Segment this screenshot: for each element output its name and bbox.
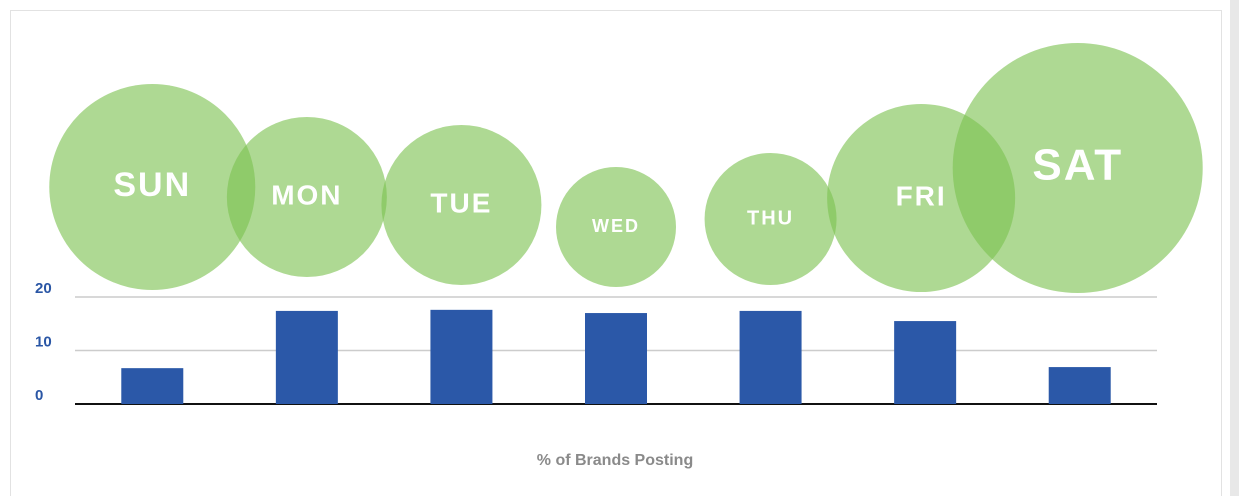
bar (1048, 367, 1111, 404)
day-label: TUE (430, 187, 492, 218)
plot: 0 10 20 (35, 280, 1157, 405)
bar (121, 368, 184, 404)
day-label: MON (271, 179, 342, 210)
day-label: WED (592, 216, 640, 236)
day-bubble (556, 167, 676, 287)
day-bubble (226, 117, 387, 277)
bar (739, 310, 802, 404)
day-label: SUN (113, 166, 191, 204)
y-tick-label: 20 (35, 280, 52, 297)
y-tick-label: 10 (35, 333, 52, 350)
day-bubble (952, 43, 1203, 293)
bar (585, 313, 647, 404)
bar (275, 310, 338, 404)
bubbles: SUN MON TUE WED THU FRI SAT (49, 43, 1203, 293)
y-tick-label: 0 (35, 387, 43, 404)
side-strip (1230, 0, 1239, 496)
x-axis-title: % of Brands Posting (537, 452, 693, 469)
bar (430, 309, 493, 404)
day-label: THU (747, 207, 794, 229)
day-label: FRI (896, 180, 947, 211)
day-bubble (381, 125, 542, 285)
bar (894, 321, 957, 404)
day-bubble (49, 84, 256, 290)
day-bubble (704, 153, 837, 285)
day-label: SAT (1032, 141, 1123, 190)
